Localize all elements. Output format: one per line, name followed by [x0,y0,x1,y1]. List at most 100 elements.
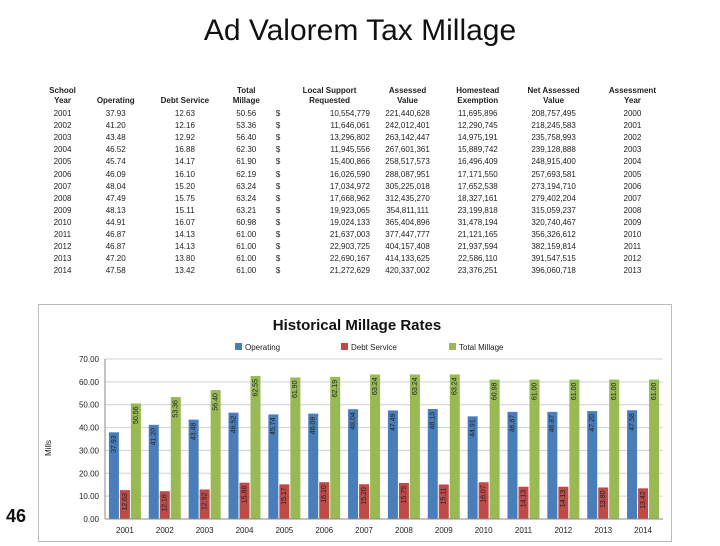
table-cell: 2005 [53,157,72,167]
table-cell: 404,157,408 [385,242,430,252]
bar [239,482,250,519]
column-header-line2: Requested [309,96,350,105]
table-cell: 60.98 [236,217,257,227]
bar [609,379,620,519]
table-cell: $ [275,266,281,276]
column-header: Homestead Exemption [443,82,512,108]
table-cell: 2005 [623,169,642,179]
table-cell: 46.52 [105,145,126,155]
chart-container: Historical Millage Rates Operating Debt S… [38,304,672,542]
bar [649,379,660,519]
y-axis: 0.00 10.00 20.00 30.00 40.00 50.00 60.00 70.00 [79,355,106,524]
table-cell: 15.11 [175,205,195,215]
table-cell: 21,637,003 [329,229,370,239]
bar [330,376,341,519]
column-header-line1: Local Support [302,86,357,95]
table-cell: 11,695,896 [458,109,498,119]
table-row: 2005 45.74 14.17 61.90 $15,400,866 258,517,57… [40,156,670,168]
table-cell: 14.13 [174,242,195,252]
bar [159,491,170,519]
table-cell: 273,194,710 [531,181,576,191]
table-cell: 218,245,583 [531,121,576,131]
x-tick-label: 2010 [475,526,493,535]
bar [467,416,478,519]
column-header-line1: School [49,86,76,95]
table-cell: 242,012,401 [385,121,430,131]
bar-data-label: 44.91 [469,419,476,437]
column-header-line2: Value [543,96,565,105]
table-row: 2013 47.20 13.80 61.00 $22,690,167 414,133,62… [40,253,670,265]
table-cell: $ [275,217,281,227]
bar-data-label: 48.04 [350,412,357,430]
chart-title: Historical Millage Rates [273,317,441,334]
column-header-line1: Total [237,86,256,95]
column-header-line1: Assessment [608,86,656,95]
table-cell: 315,059,237 [531,205,576,215]
table-cell: 14.13 [174,229,195,239]
bar-data-label: 48.13 [430,412,437,430]
column-header-line2: Millage [232,96,260,105]
table-row: 2009 48.13 15.11 63.21 $19,923,065 354,811,11… [40,205,670,217]
legend-swatch [341,343,348,350]
bar-data-label: 46.87 [549,415,556,433]
bar [387,410,398,519]
bar-data-label: 61.00 [531,382,538,400]
table-cell: 22,690,167 [329,254,370,264]
x-tick-label: 2003 [196,526,214,535]
table-cell: 16,496,409 [457,157,498,167]
column-header: Total Millage [223,82,269,108]
column-header-line1: Homestead [456,86,500,95]
legend-label: Debt Service [351,343,397,352]
y-tick-label: 60.00 [79,378,100,387]
table-cell: $ [275,242,281,252]
table-cell: 37.93 [105,109,126,119]
table-cell: 13,296,802 [329,133,370,143]
y-tick-label: 30.00 [79,446,100,455]
table-cell: 17,034,972 [329,181,370,191]
table-cell: 221,440,628 [385,109,430,119]
bar-data-label: 47.58 [629,413,636,431]
table-cell: 23,376,251 [457,266,498,276]
table-cell: 22,586,110 [458,254,498,264]
table-cell: 356,326,612 [531,229,576,239]
table-cell: 46.87 [105,229,126,239]
table-cell: $ [275,121,281,131]
y-tick-label: 50.00 [79,401,100,410]
table-cell: 377,447,777 [385,229,430,239]
bar-data-label: 12.63 [122,493,129,511]
table-cell: 2002 [623,133,642,143]
table-cell: 248,915,400 [531,157,576,167]
table-cell: 63.24 [236,181,257,191]
table-row: 2003 43.48 12.92 56.40 $13,296,802 263,142,44… [40,132,670,144]
chart-legend: Operating Debt Service Total Millage [235,343,504,352]
bar [290,377,301,519]
table-cell: 15.75 [174,193,195,203]
table-cell: 2012 [53,242,72,252]
table-cell: 2001 [53,109,72,119]
table-cell: 2014 [53,266,72,276]
table-row: 2014 47.58 13.42 61.00 $21,272,629 420,337,00… [40,265,670,277]
table-cell: 17,652,538 [457,181,498,191]
bar-data-label: 53.36 [173,400,180,418]
column-header-line2: Value [397,96,418,105]
column-header-line2: Exemption [457,96,499,105]
table-cell: $ [275,109,281,119]
bar-data-label: 14.13 [520,490,527,508]
bar-data-label: 56.40 [212,393,219,411]
x-tick-label: 2014 [634,526,652,535]
table-row: 2012 46.87 14.13 61.00 $22,903,725 404,157,40… [40,241,670,253]
x-tick-label: 2004 [236,526,254,535]
table-cell: 47.49 [105,193,126,203]
table-cell: 46.09 [105,169,126,179]
table-cell: 2011 [623,242,642,252]
bar-data-label: 50.56 [133,406,140,424]
x-tick-label: 2011 [515,526,533,535]
table-cell: 15,400,866 [329,157,370,167]
table-cell: 2013 [623,266,642,276]
bar [638,488,649,519]
bar [587,411,598,519]
table-cell: 17,171,550 [457,169,498,179]
y-tick-label: 20.00 [79,469,100,478]
table-cell: 45.74 [105,157,126,167]
table-cell: 2010 [623,229,642,239]
